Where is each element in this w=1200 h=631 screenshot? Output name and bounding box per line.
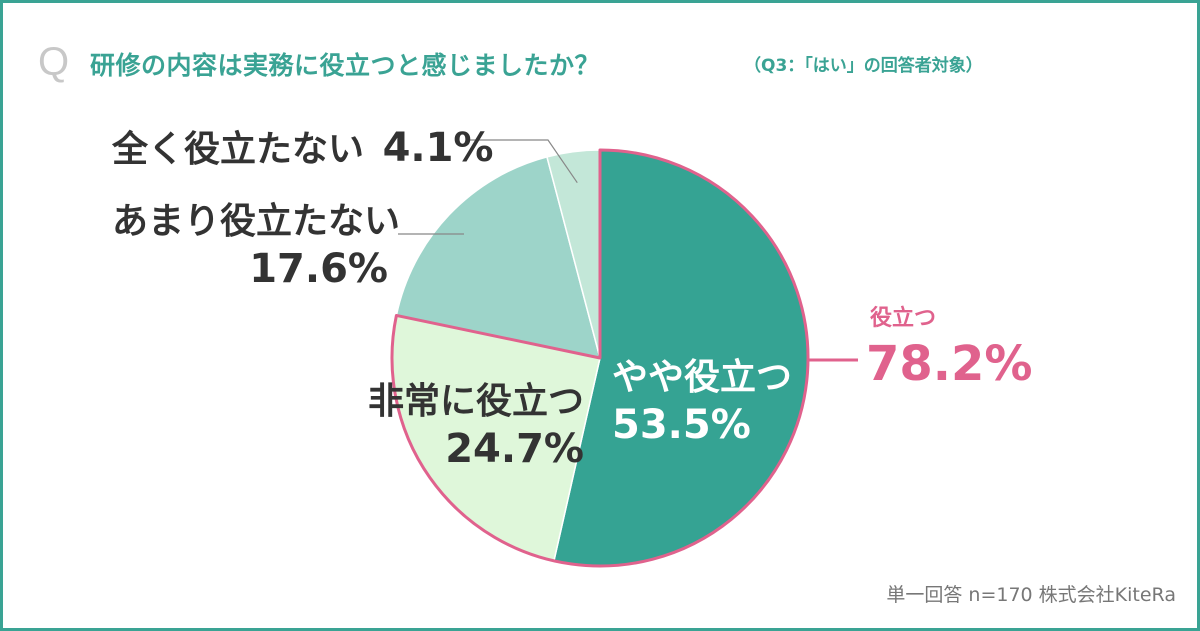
label-slight-helpful-name: やや役立つ xyxy=(612,357,793,398)
question-note: （Q3：「はい」の回答者対象） xyxy=(744,56,983,76)
label-very-helpful: 非常に役立つ 24.7% xyxy=(346,372,584,472)
footer-note: 単一回答 n=170 株式会社KiteRa xyxy=(886,584,1176,606)
label-very-helpful-value: 24.7% xyxy=(445,426,584,472)
label-helpful-name: 役立つ xyxy=(870,306,937,331)
label-very-helpful-name: 非常に役立つ xyxy=(367,381,584,422)
helpful-outline xyxy=(390,148,810,568)
label-not-at-all-value: 4.1% xyxy=(382,125,494,171)
label-not-very-value: 17.6% xyxy=(249,246,388,292)
label-helpful-value: 78.2% xyxy=(866,336,1033,392)
slice-not-very-helpful xyxy=(395,155,602,359)
label-not-very-name: あまり役立たない xyxy=(112,201,401,242)
label-not-at-all-name: 全く役立たない xyxy=(112,129,365,170)
label-not-very: あまり役立たない 17.6% xyxy=(112,192,401,292)
highlight-outline xyxy=(390,148,810,568)
label-slight-helpful-value: 53.5% xyxy=(612,402,751,448)
question-title: 研修の内容は実務に役立つと感じましたか？ xyxy=(90,51,601,80)
label-slight-helpful: やや役立つ 53.5% xyxy=(612,348,792,448)
label-helpful-total: 役立つ 78.2% xyxy=(866,300,1033,392)
leader-lines xyxy=(398,139,858,362)
leader-line-not-at-all xyxy=(468,139,578,184)
q-icon: Q xyxy=(38,40,70,84)
label-not-at-all: 全く役立たない 4.1% xyxy=(112,120,494,172)
